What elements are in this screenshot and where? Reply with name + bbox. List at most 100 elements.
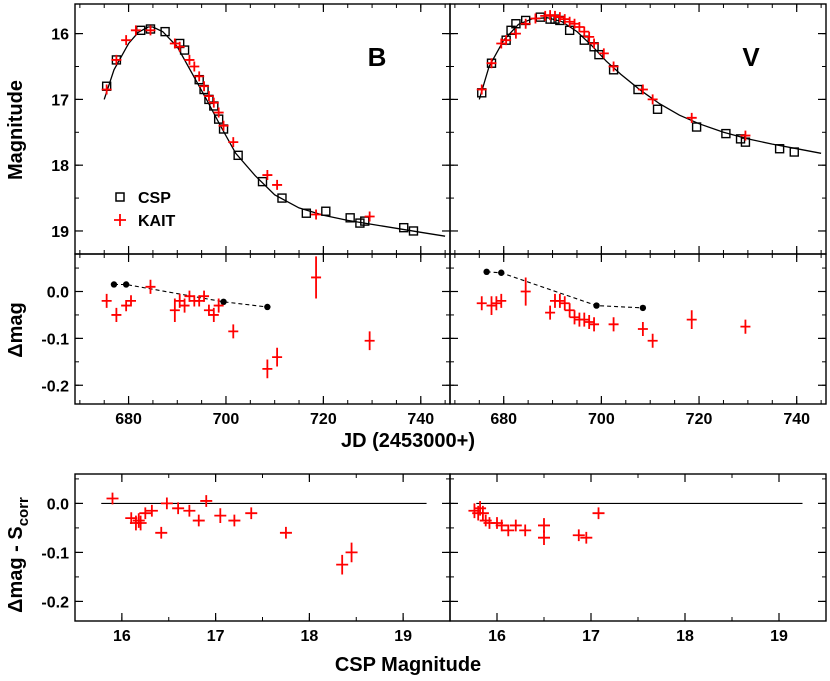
kait-dmag-point-b xyxy=(126,295,137,307)
kait-point-b xyxy=(364,211,375,222)
res-x-v-tick-label: 19 xyxy=(770,628,788,645)
lc-y-b-tick-label: 19 xyxy=(51,224,69,241)
kait-point-b xyxy=(203,91,214,102)
residual-point-b xyxy=(336,554,349,575)
kait-dmag-point-b xyxy=(145,279,156,294)
csp-point-b xyxy=(408,226,419,236)
kait-point-v xyxy=(598,48,609,59)
csp-point-v xyxy=(789,147,799,157)
legend-kait-label: KAIT xyxy=(138,213,176,230)
csp-dmag-point-v xyxy=(483,268,490,276)
kait-point-v xyxy=(589,38,600,49)
csp-dmag-point-b xyxy=(220,298,227,306)
csp-dmag-point-v xyxy=(639,304,647,312)
kait-point-v xyxy=(637,84,648,95)
csp-point-b xyxy=(257,176,268,187)
residual-point-b xyxy=(139,507,152,520)
kait-point-v xyxy=(740,130,751,141)
kait-point-v xyxy=(579,26,590,37)
csp-point-b xyxy=(301,208,312,218)
csp-point-v xyxy=(652,104,663,114)
kait-dmag-point-b xyxy=(169,298,180,322)
residual-point-v xyxy=(502,524,515,537)
csp-dmag-point-v xyxy=(498,269,505,276)
kait-dmag-point-v xyxy=(545,305,556,320)
csp-dmag-point-b xyxy=(110,281,118,288)
dm-x-b-tick-label: 680 xyxy=(115,411,142,428)
residual-point-b xyxy=(279,526,292,539)
lc-y-b-tick-label: 18 xyxy=(51,158,69,175)
kait-dmag-point-v xyxy=(637,321,648,337)
kait-dmag-point-v xyxy=(589,317,600,332)
res-y-b-tick-label: -0.1 xyxy=(41,545,69,562)
residual-point-v xyxy=(572,529,585,542)
csp-point-b xyxy=(345,213,355,223)
kait-point-v xyxy=(584,31,595,42)
csp-point-v xyxy=(594,49,604,60)
kait-dmag-point-v xyxy=(740,319,751,334)
legend: CSP KAIT xyxy=(114,190,176,230)
csp-dmag-line-v xyxy=(486,271,643,309)
y-axis-title-residual-main: Δmag - S xyxy=(5,526,27,613)
res-x-v-tick-label: 18 xyxy=(676,628,694,645)
kait-dmag-point-b xyxy=(199,290,210,302)
kait-dmag-point-v xyxy=(686,310,697,329)
csp-point-v xyxy=(564,25,575,36)
kait-point-v xyxy=(608,61,619,72)
res-x-b-tick-label: 16 xyxy=(113,628,131,645)
residual-point-b xyxy=(245,507,258,520)
kait-point-v xyxy=(476,84,487,95)
residual-point-b xyxy=(214,508,227,523)
csp-point-v xyxy=(774,144,785,154)
kait-point-b xyxy=(189,61,200,72)
residual-point-v xyxy=(476,505,489,521)
kait-point-b xyxy=(262,170,273,181)
kait-point-b xyxy=(111,54,122,65)
residual-point-v xyxy=(509,519,522,532)
kait-point-b xyxy=(213,107,224,118)
dm-x-v-tick-label: 720 xyxy=(686,411,713,428)
kait-point-b xyxy=(174,41,185,52)
y-axis-title-dmag: Δmag xyxy=(5,302,27,358)
dm-x-b-tick-label: 720 xyxy=(310,411,337,428)
kait-dmag-point-v xyxy=(520,277,531,306)
kait-dmag-point-v xyxy=(486,296,497,315)
kait-dmag-point-b xyxy=(179,298,190,313)
kait-dmag-point-v xyxy=(559,296,570,311)
kait-point-v xyxy=(574,22,585,33)
kait-dmag-point-b xyxy=(311,256,322,299)
dm-x-v-tick-label: 700 xyxy=(588,411,615,428)
csp-point-b xyxy=(355,218,365,228)
x-axis-title-csp-mag: CSP Magnitude xyxy=(335,654,481,676)
residual-point-v xyxy=(580,531,593,544)
y-axis-title-magnitude: Magnitude xyxy=(5,80,27,180)
csp-dmag-point-v xyxy=(593,302,600,309)
band-label-b: B xyxy=(368,42,387,72)
kait-point-b xyxy=(228,137,239,148)
kait-point-b xyxy=(101,84,112,95)
x-axis-title-jd: JD (2453000+) xyxy=(341,430,475,452)
csp-point-v xyxy=(691,122,702,132)
csp-dmag-line-b xyxy=(114,283,268,308)
kait-point-v xyxy=(486,58,497,69)
kait-point-b xyxy=(311,209,322,220)
kait-dmag-point-v xyxy=(608,317,619,332)
dm-x-v-tick-label: 740 xyxy=(783,411,810,428)
kait-point-v xyxy=(686,112,697,123)
kait-dmag-point-v xyxy=(496,293,507,308)
y-axis-title-residual-sub: corr xyxy=(15,497,32,526)
csp-point-v xyxy=(721,128,731,139)
dm-y-b-tick-label: -0.1 xyxy=(41,331,69,348)
kait-point-b xyxy=(199,81,210,92)
csp-point-b xyxy=(233,150,243,161)
dmag-panel-b xyxy=(74,253,451,405)
kait-point-v xyxy=(530,13,541,24)
residual-point-b xyxy=(183,504,196,517)
kait-dmag-point-b xyxy=(194,295,205,307)
fit-curve-v xyxy=(478,17,822,154)
dm-x-b-tick-label: 700 xyxy=(213,411,240,428)
lc-y-b-tick-label: 17 xyxy=(51,92,69,109)
res-y-b-tick-label: -0.2 xyxy=(41,594,69,611)
csp-point-b xyxy=(321,206,331,216)
residual-point-b xyxy=(192,514,205,527)
